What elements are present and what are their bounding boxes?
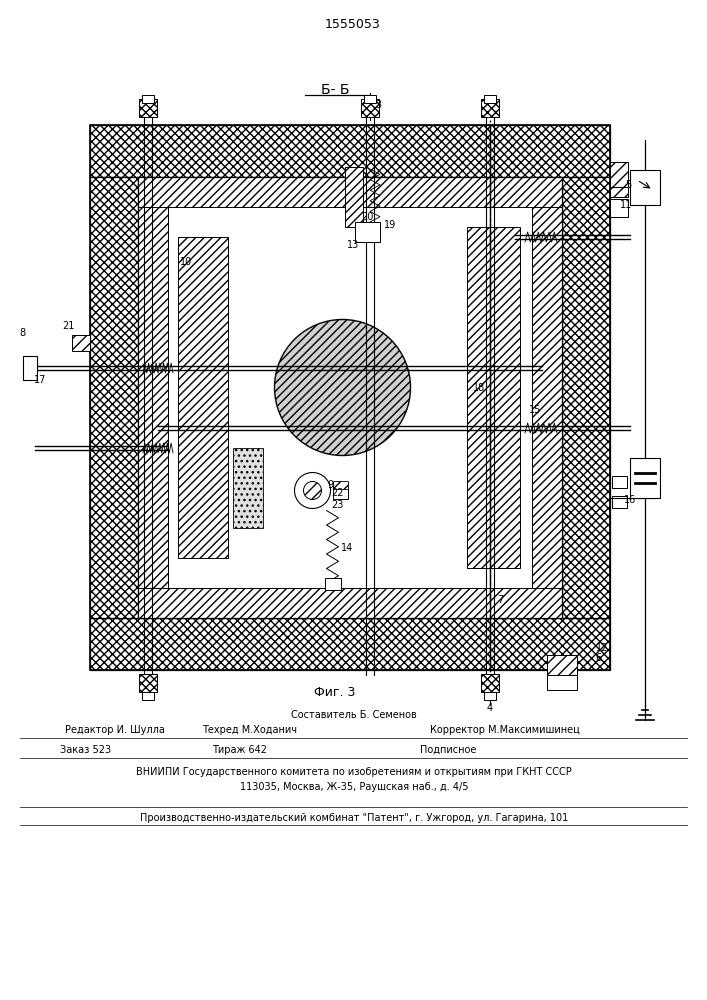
Bar <box>484 692 496 700</box>
Text: 12: 12 <box>596 643 608 653</box>
Text: 11: 11 <box>620 200 632 210</box>
Text: 7: 7 <box>497 595 503 605</box>
Bar <box>332 487 348 498</box>
Text: 20: 20 <box>361 212 373 222</box>
Bar <box>178 237 228 558</box>
Text: 9: 9 <box>327 481 334 490</box>
Text: Заказ 523: Заказ 523 <box>60 745 111 755</box>
Bar <box>630 458 660 498</box>
Text: 8: 8 <box>19 328 25 338</box>
Bar <box>345 167 363 227</box>
Text: 13: 13 <box>347 240 359 250</box>
Bar <box>138 177 562 618</box>
Text: 23: 23 <box>332 499 344 510</box>
Text: 6: 6 <box>595 653 601 663</box>
Text: 15: 15 <box>529 405 541 415</box>
Circle shape <box>274 320 411 456</box>
Text: 5: 5 <box>625 180 631 190</box>
Text: 113035, Москва, Ж-35, Раушская наб., д. 4/5: 113035, Москва, Ж-35, Раушская наб., д. … <box>240 782 468 792</box>
Bar <box>325 578 341 590</box>
Bar <box>90 125 610 177</box>
Bar <box>481 99 499 117</box>
Bar <box>610 199 628 217</box>
Bar <box>138 207 168 588</box>
Bar <box>23 356 37 380</box>
Bar <box>90 177 138 618</box>
Bar <box>233 448 263 528</box>
Text: Составитель Б. Семенов: Составитель Б. Семенов <box>291 710 417 720</box>
Bar <box>612 496 627 508</box>
Bar <box>139 99 157 117</box>
Bar <box>532 207 562 588</box>
Text: Редактор И. Шулла: Редактор И. Шулла <box>65 725 165 735</box>
Bar <box>630 170 660 205</box>
Text: 18: 18 <box>473 383 485 393</box>
Bar <box>562 177 610 618</box>
Bar <box>139 674 157 692</box>
Bar <box>138 177 562 207</box>
Bar <box>547 675 577 690</box>
Text: 21: 21 <box>62 321 74 331</box>
Bar <box>90 125 610 670</box>
Bar <box>481 674 499 692</box>
Bar <box>332 481 348 488</box>
Bar <box>612 476 627 488</box>
Text: 22: 22 <box>332 488 344 497</box>
Bar <box>142 692 154 700</box>
Bar <box>361 99 379 117</box>
Text: Производственно-издательский комбинат "Патент", г. Ужгород, ул. Гагарина, 101: Производственно-издательский комбинат "П… <box>140 813 568 823</box>
Text: 19: 19 <box>384 220 396 230</box>
Text: 14: 14 <box>341 543 354 553</box>
Circle shape <box>303 482 322 499</box>
Text: Тираж 642: Тираж 642 <box>213 745 267 755</box>
Text: Б- Б: Б- Б <box>321 83 349 97</box>
Text: 4: 4 <box>487 703 493 713</box>
Text: 16: 16 <box>624 495 636 505</box>
Text: Подписное: Подписное <box>420 745 477 755</box>
Circle shape <box>295 473 330 508</box>
Text: ВНИИПИ Государственного комитета по изобретениям и открытиям при ГКНТ СССР: ВНИИПИ Государственного комитета по изоб… <box>136 767 572 777</box>
Text: Техред М.Ходанич: Техред М.Ходанич <box>202 725 298 735</box>
Bar <box>484 95 496 103</box>
Bar <box>547 655 577 675</box>
Bar <box>610 162 628 197</box>
Bar <box>72 335 90 351</box>
Bar <box>142 95 154 103</box>
Bar <box>138 588 562 618</box>
Bar <box>90 618 610 670</box>
Text: Фиг. 3: Фиг. 3 <box>315 686 356 698</box>
Text: 1555053: 1555053 <box>325 18 381 31</box>
Text: 17: 17 <box>34 375 46 385</box>
Bar <box>168 207 532 588</box>
Bar <box>364 95 376 103</box>
Text: 10: 10 <box>180 257 192 267</box>
Bar <box>467 227 520 568</box>
Text: Корректор М.Максимишинец: Корректор М.Максимишинец <box>430 725 580 735</box>
Bar <box>355 222 380 242</box>
Text: 3: 3 <box>375 100 381 110</box>
